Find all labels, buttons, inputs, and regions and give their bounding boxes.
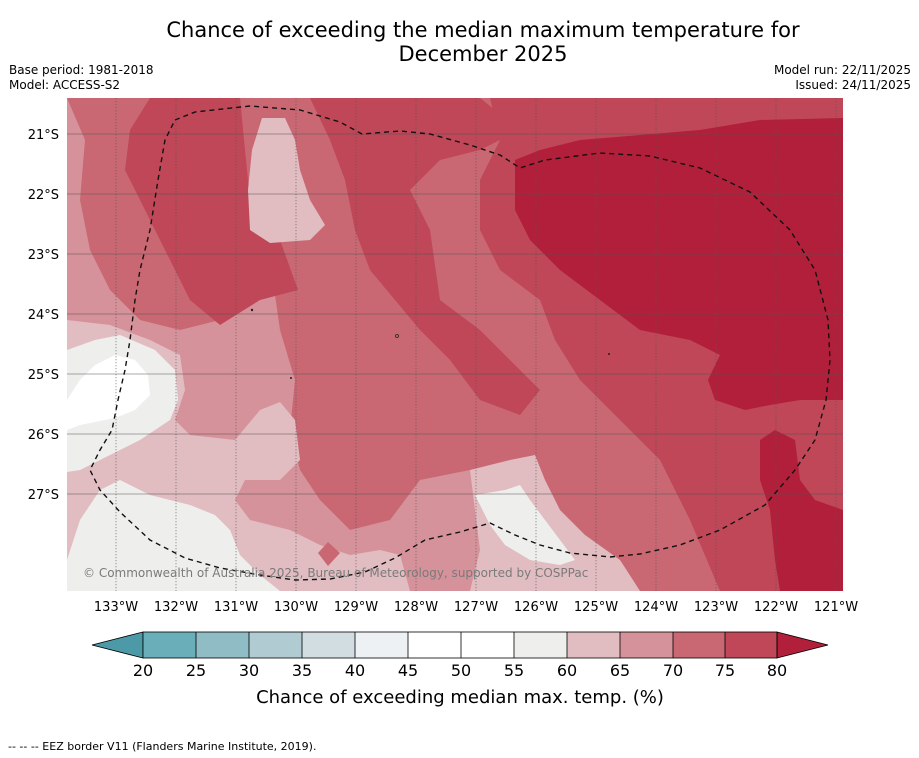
lon-label: 130°W [274, 600, 318, 615]
island-marker [250, 308, 254, 312]
colorbar-bin [620, 632, 673, 658]
lon-label: 126°W [514, 600, 558, 615]
lat-label: 23°S [28, 248, 59, 263]
colorbar-bin [725, 632, 777, 658]
colorbar-tick: 35 [292, 661, 312, 680]
copyright-note: © Commonwealth of Australia 2025, Bureau… [83, 566, 588, 580]
colorbar-tick: 50 [451, 661, 471, 680]
eez-border-line [89, 105, 831, 581]
longitude-labels: 133°W 132°W 131°W 130°W 129°W 128°W 127°… [94, 600, 858, 615]
band-55-60-s [475, 485, 575, 565]
colorbar-bin [143, 632, 196, 658]
band-75-80-central [310, 98, 540, 415]
meta-left: Base period: 1981-2018 Model: ACCESS-S2 [9, 63, 154, 93]
model-run: Model run: 22/11/2025 [773, 63, 911, 77]
colorbar-bin [673, 632, 725, 658]
band-55-60-sw [67, 480, 280, 591]
latitude-gridlines [67, 133, 843, 495]
lon-label: 131°W [214, 600, 258, 615]
colorbar-title: Chance of exceeding median max. temp. (%… [256, 687, 664, 708]
band-over-80 [515, 118, 843, 410]
lat-label: 26°S [28, 428, 59, 443]
issued-date: Issued: 24/11/2025 [795, 78, 911, 92]
lon-label: 121°W [814, 600, 858, 615]
colorbar-tick: 20 [133, 661, 153, 680]
colorbar-bin [302, 632, 355, 658]
lon-label: 123°W [694, 600, 738, 615]
latitude-labels: 21°S 22°S 23°S 24°S 25°S 26°S 27°S [28, 128, 59, 503]
model-name: Model: ACCESS-S2 [9, 78, 121, 92]
band-75-80-nw [125, 98, 298, 325]
base-period: Base period: 1981-2018 [9, 63, 154, 77]
lat-label: 24°S [28, 308, 59, 323]
colorbar-tick: 70 [663, 661, 683, 680]
colorbar-tick: 80 [767, 661, 787, 680]
colorbar-bin [355, 632, 408, 658]
band-60-65-north [248, 118, 325, 243]
title-line-2: December 2025 [398, 42, 568, 66]
meta-right: Model run: 22/11/2025 Issued: 24/11/2025 [774, 63, 911, 93]
band-70-75-blob [318, 542, 340, 566]
colorbar-bin [567, 632, 620, 658]
colorbar-tick: 55 [504, 661, 524, 680]
title-line-1: Chance of exceeding the median maximum t… [166, 18, 800, 42]
colorbar-bin [196, 632, 249, 658]
longitude-gridlines [115, 98, 837, 591]
colorbar-bin [461, 632, 514, 658]
island-marker [395, 334, 399, 338]
map-plot-area: © Commonwealth of Australia 2025, Bureau… [67, 98, 843, 591]
colorbar-bin [249, 632, 302, 658]
lat-label: 27°S [28, 488, 59, 503]
footnote: -- -- -- EEZ border V11 (Flanders Marine… [8, 740, 317, 753]
colorbar-tick: 40 [345, 661, 365, 680]
lon-label: 133°W [94, 600, 138, 615]
lon-label: 128°W [394, 600, 438, 615]
colorbar-tick: 75 [715, 661, 735, 680]
band-over-80-south [760, 430, 843, 591]
lat-label: 21°S [28, 128, 59, 143]
lon-label: 122°W [754, 600, 798, 615]
colorbar: 20 25 30 35 40 45 50 55 60 65 70 75 80 C… [91, 631, 829, 708]
colorbar-bin [514, 632, 567, 658]
lon-label: 124°W [634, 600, 678, 615]
lat-label: 22°S [28, 188, 59, 203]
lon-label: 127°W [454, 600, 498, 615]
lon-label: 129°W [334, 600, 378, 615]
colorbar-tick: 60 [557, 661, 577, 680]
lat-label: 25°S [28, 368, 59, 383]
colorbar-tick: 45 [398, 661, 418, 680]
colorbar-over-arrow [776, 631, 829, 659]
island-marker [608, 353, 610, 355]
colorbar-tick: 25 [186, 661, 206, 680]
colorbar-bin [408, 632, 461, 658]
colorbar-under-arrow [91, 631, 144, 659]
colorbar-tick: 30 [239, 661, 259, 680]
chart-title: Chance of exceeding the median maximum t… [0, 18, 919, 66]
colorbar-tick: 65 [610, 661, 630, 680]
lon-label: 132°W [154, 600, 198, 615]
island-marker [290, 377, 292, 379]
lon-label: 125°W [574, 600, 618, 615]
